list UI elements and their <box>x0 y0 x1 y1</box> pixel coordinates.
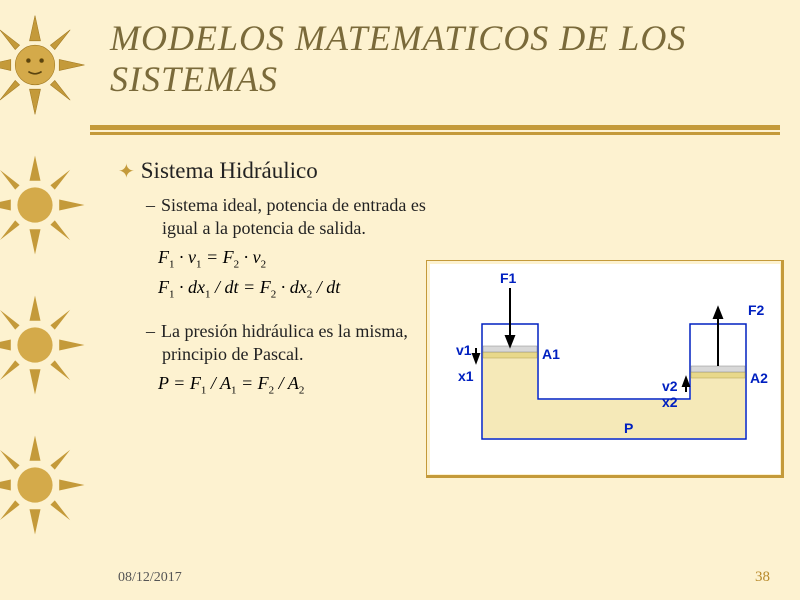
diagram-label-f1: F1 <box>500 270 516 286</box>
footer-page-number: 38 <box>755 569 770 586</box>
diagram-label-x1: x1 <box>458 368 474 384</box>
sun-icon <box>0 430 90 540</box>
footer-date: 08/12/2017 <box>118 570 182 586</box>
sun-icon <box>0 10 90 120</box>
slide-content: ✦Sistema Hidráulico –Sistema ideal, pote… <box>118 158 428 403</box>
equation: F1 · dx1 / dt = F2 · dx2 / dt <box>158 277 428 301</box>
sun-icon <box>0 150 90 260</box>
equation: F1 · v1 = F2 · v2 <box>158 247 428 271</box>
hydraulic-diagram: F1 F2 v1 A1 x1 v2 x2 A2 P <box>430 264 780 474</box>
main-bullet-text: Sistema Hidráulico <box>141 158 318 183</box>
star-bullet-icon: ✦ <box>118 161 135 183</box>
diagram-label-x2: x2 <box>662 394 678 410</box>
diagram-label-p: P <box>624 420 633 436</box>
equation: P = F1 / A1 = F2 / A2 <box>158 373 428 397</box>
main-bullet: ✦ Sistema Hidráulico <box>118 158 428 184</box>
slide-title: MODELOS MATEMATICOS DE LOS SISTEMAS <box>110 18 800 101</box>
sun-icon <box>0 290 90 400</box>
sub-bullet: –Sistema ideal, potencia de entrada es i… <box>146 194 428 239</box>
sub-bullet: –La presión hidráulica es la misma, prin… <box>146 320 428 365</box>
dash-bullet-icon: – <box>146 321 155 341</box>
sub-bullet-text: Sistema ideal, potencia de entrada es ig… <box>161 195 426 238</box>
dash-bullet-icon: – <box>146 195 155 215</box>
title-divider <box>90 125 780 139</box>
diagram-label-v2: v2 <box>662 378 678 394</box>
diagram-label-a2: A2 <box>750 370 768 386</box>
diagram-label-v1: v1 <box>456 342 472 358</box>
diagram-label-a1: A1 <box>542 346 560 362</box>
sub-bullet-text: La presión hidráulica es la misma, princ… <box>161 321 408 364</box>
diagram-label-f2: F2 <box>748 302 764 318</box>
